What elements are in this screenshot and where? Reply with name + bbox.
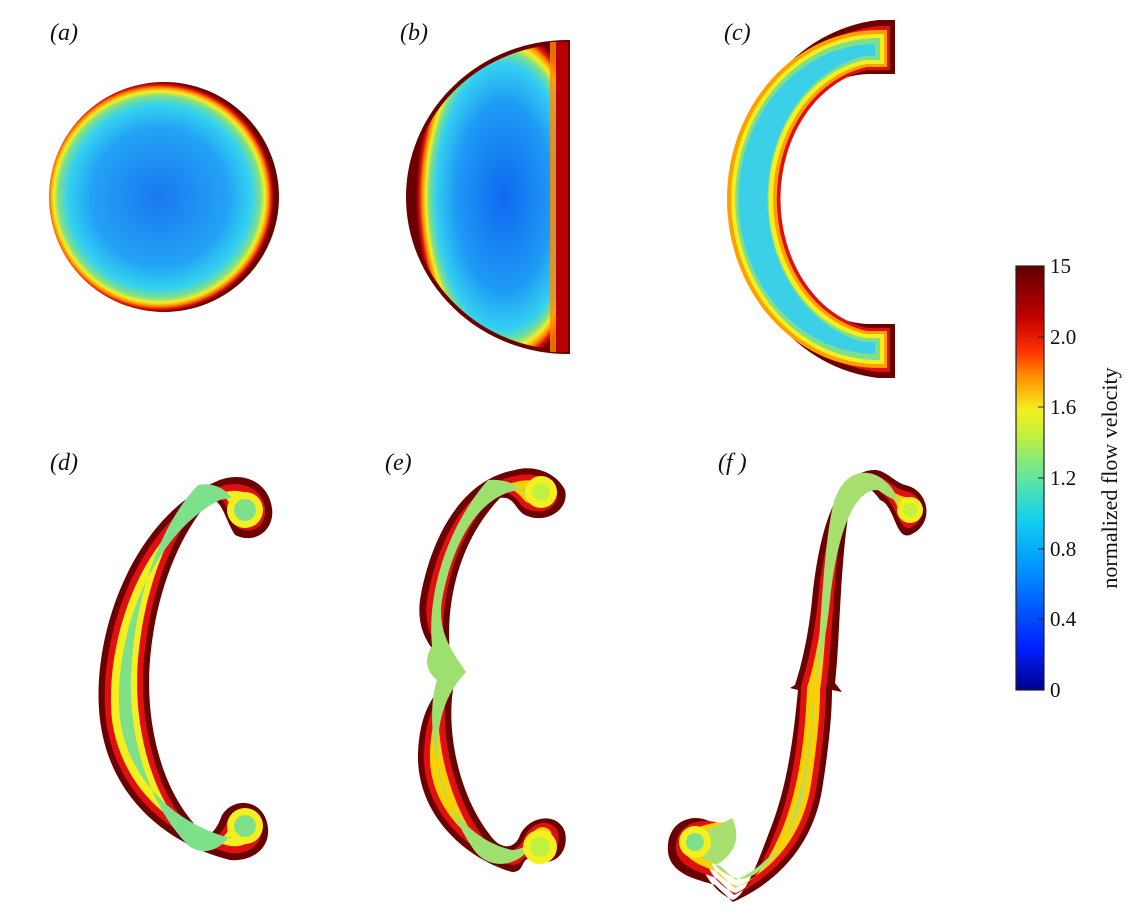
colorbar-tick-6: 0	[1050, 678, 1061, 702]
panel-b-half-disk	[406, 39, 570, 355]
panel-e-brace	[418, 468, 566, 872]
colorbar-tick-1: 2.0	[1050, 325, 1076, 349]
colorbar: 15 2.0 1.6 1.2 0.8 0.4 0 normalized flow…	[1015, 254, 1122, 702]
panel-f-s-curve	[667, 470, 927, 902]
colorbar-label: normalized flow velocity	[1097, 367, 1122, 588]
colorbar-tick-5: 0.4	[1050, 607, 1077, 631]
panel-label-e: (e)	[385, 450, 412, 476]
colorbar-tick-2: 1.6	[1050, 395, 1076, 419]
panel-label-c: (c)	[724, 20, 751, 46]
colorbar-tick-3: 1.2	[1050, 466, 1076, 490]
colorbar-tick-marks	[1038, 265, 1044, 691]
panel-c-crescent	[727, 20, 895, 378]
panel-d-curled-c	[98, 477, 273, 861]
panel-a-circle	[49, 82, 279, 312]
panel-label-d: (d)	[50, 450, 78, 476]
colorbar-tick-4: 0.8	[1050, 537, 1076, 561]
panel-label-a: (a)	[50, 20, 78, 46]
panel-label-b: (b)	[400, 20, 428, 46]
colorbar-tick-0: 15	[1050, 254, 1071, 278]
panel-label-f: (f )	[718, 450, 747, 476]
